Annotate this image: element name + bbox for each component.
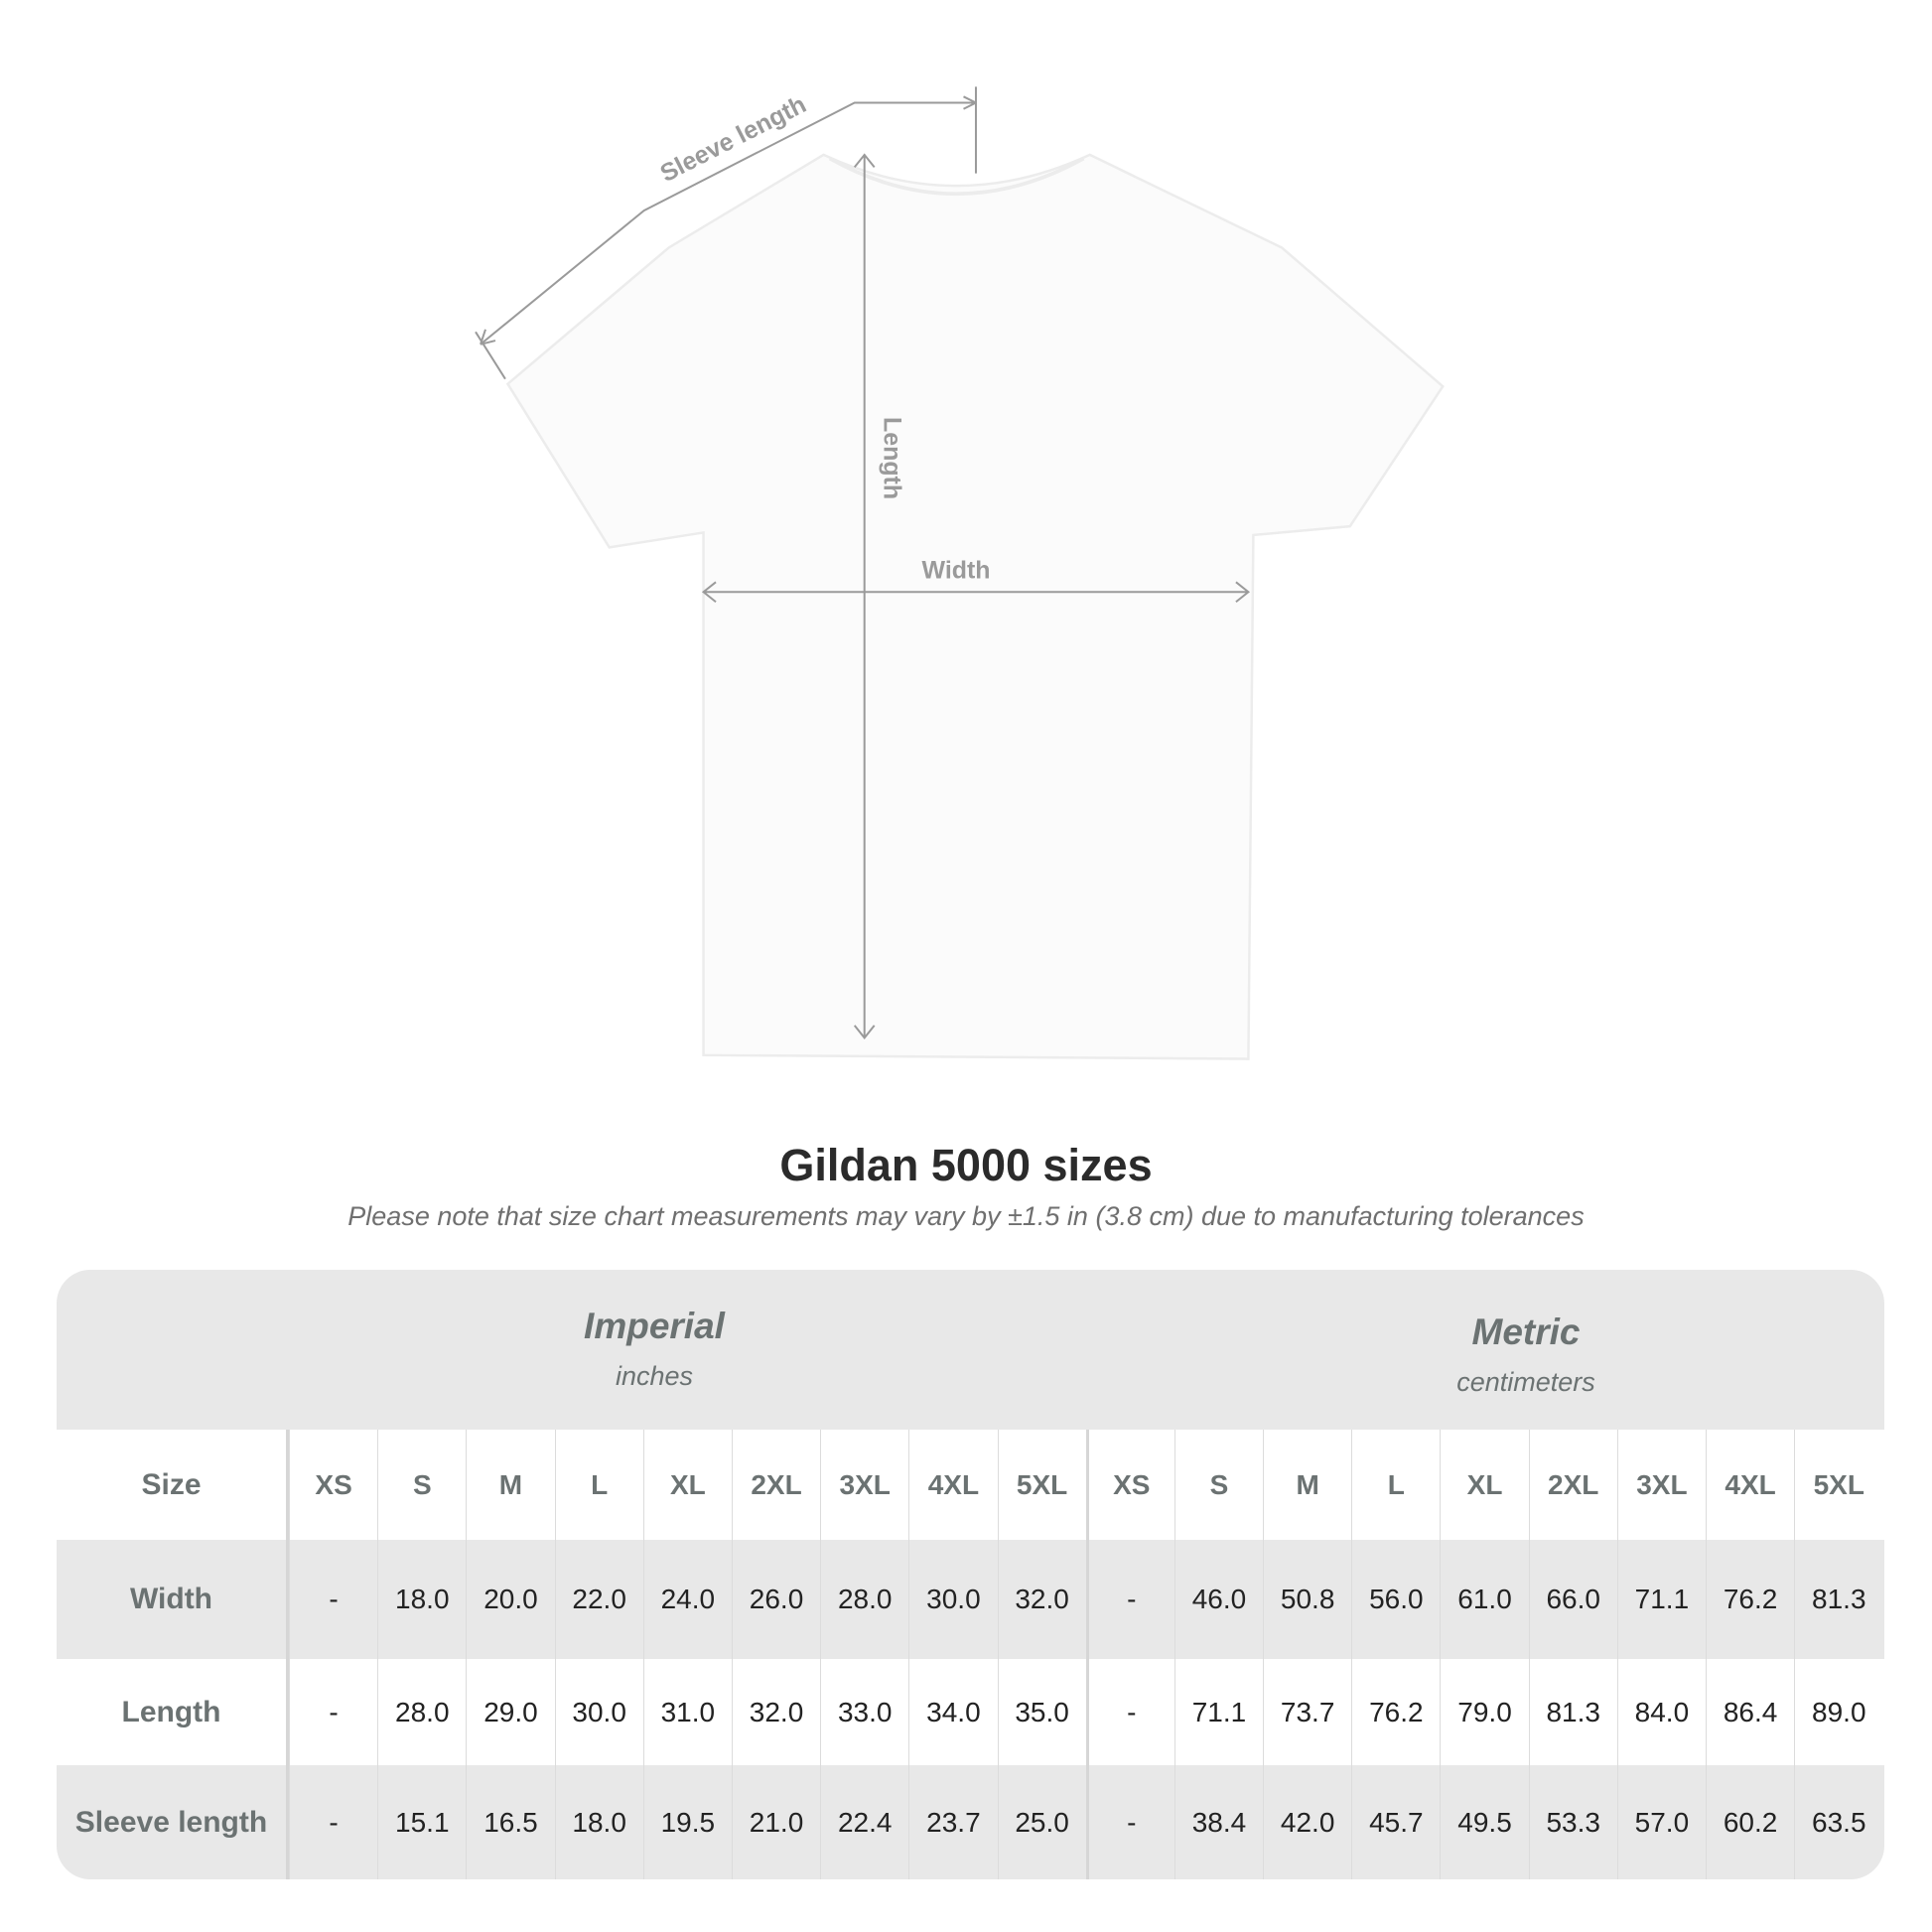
imperial-header: Imperial inches bbox=[307, 1306, 1002, 1392]
width-arrow bbox=[701, 581, 1251, 604]
metric-value-cell: 84.0 bbox=[1616, 1659, 1706, 1765]
imperial-unit: inches bbox=[615, 1361, 694, 1391]
sleeve-length-arrow bbox=[475, 86, 977, 380]
metric-value-cell: 66.0 bbox=[1528, 1540, 1617, 1659]
imperial-size-header: 5XL bbox=[997, 1430, 1086, 1540]
metric-value-cell: 76.2 bbox=[1706, 1540, 1794, 1659]
metric-value-cell: 49.5 bbox=[1440, 1765, 1528, 1879]
imperial-size-header: 3XL bbox=[820, 1430, 908, 1540]
metric-size-header: XS bbox=[1085, 1430, 1174, 1540]
imperial-value-cell: 15.1 bbox=[377, 1765, 466, 1879]
metric-size-header: S bbox=[1173, 1430, 1263, 1540]
metric-value-cell: 57.0 bbox=[1616, 1765, 1706, 1879]
row-label: Sleeve length bbox=[57, 1765, 289, 1879]
tolerance-note: Please note that size chart measurements… bbox=[347, 1201, 1585, 1231]
imperial-size-header: XS bbox=[289, 1430, 377, 1540]
imperial-value-cell: 26.0 bbox=[731, 1540, 820, 1659]
metric-value-cell: 71.1 bbox=[1616, 1540, 1706, 1659]
imperial-value-cell: 30.0 bbox=[908, 1540, 997, 1659]
metric-value-cell: 86.4 bbox=[1706, 1659, 1794, 1765]
page-title: Gildan 5000 sizes bbox=[779, 1140, 1153, 1190]
metric-value-cell: - bbox=[1085, 1540, 1174, 1659]
metric-value-cell: 53.3 bbox=[1528, 1765, 1617, 1879]
imperial-value-cell: 18.0 bbox=[554, 1765, 643, 1879]
unit-header-band: Imperial inches Metric centimeters bbox=[57, 1270, 1884, 1430]
imperial-size-header: L bbox=[554, 1430, 643, 1540]
metric-value-cell: 81.3 bbox=[1794, 1540, 1882, 1659]
imperial-value-cell: 20.0 bbox=[466, 1540, 554, 1659]
metric-title: Metric bbox=[1471, 1311, 1581, 1352]
table-row: Width -18.0 20.0 22.0 24.0 26.0 28.0 30.0 32.0-4… bbox=[57, 1540, 1884, 1659]
metric-unit: centimeters bbox=[1456, 1367, 1595, 1397]
row-label: Length bbox=[57, 1659, 289, 1765]
imperial-value-cell: 33.0 bbox=[820, 1659, 908, 1765]
metric-value-cell: 61.0 bbox=[1440, 1540, 1528, 1659]
metric-value-cell: 73.7 bbox=[1263, 1659, 1351, 1765]
imperial-value-cell: 23.7 bbox=[908, 1765, 997, 1879]
table-row: Length -28.0 29.0 30.0 31.0 32.0 33.0 34.0 35.0-… bbox=[57, 1659, 1884, 1765]
imperial-size-header: 4XL bbox=[908, 1430, 997, 1540]
imperial-size-header: S bbox=[377, 1430, 466, 1540]
width-label: Width bbox=[922, 557, 991, 585]
row-label: Size bbox=[57, 1430, 289, 1540]
metric-size-header: L bbox=[1351, 1430, 1440, 1540]
imperial-value-cell: 25.0 bbox=[997, 1765, 1086, 1879]
imperial-value-cell: 35.0 bbox=[997, 1659, 1086, 1765]
imperial-value-cell: 32.0 bbox=[731, 1659, 820, 1765]
imperial-title: Imperial bbox=[584, 1306, 725, 1346]
imperial-value-cell: 19.5 bbox=[642, 1765, 732, 1879]
imperial-value-cell: 21.0 bbox=[731, 1765, 820, 1879]
metric-size-header: M bbox=[1263, 1430, 1351, 1540]
metric-value-cell: 50.8 bbox=[1263, 1540, 1351, 1659]
metric-value-cell: 45.7 bbox=[1351, 1765, 1440, 1879]
imperial-size-header: M bbox=[466, 1430, 554, 1540]
size-table: Imperial inches Metric centimeters Size X… bbox=[57, 1270, 1884, 1879]
imperial-value-cell: 31.0 bbox=[642, 1659, 732, 1765]
metric-value-cell: 81.3 bbox=[1528, 1659, 1617, 1765]
metric-size-header: 2XL bbox=[1528, 1430, 1617, 1540]
metric-size-header: 4XL bbox=[1706, 1430, 1794, 1540]
metric-value-cell: 56.0 bbox=[1351, 1540, 1440, 1659]
length-arrow bbox=[853, 153, 876, 1039]
metric-value-cell: 79.0 bbox=[1440, 1659, 1528, 1765]
metric-value-cell: 71.1 bbox=[1173, 1659, 1263, 1765]
metric-size-header: 5XL bbox=[1794, 1430, 1882, 1540]
metric-value-cell: 63.5 bbox=[1794, 1765, 1882, 1879]
length-label: Length bbox=[879, 417, 906, 499]
row-label: Width bbox=[57, 1540, 289, 1659]
metric-header: Metric centimeters bbox=[1178, 1311, 1873, 1398]
imperial-value-cell: 24.0 bbox=[642, 1540, 732, 1659]
metric-value-cell: - bbox=[1085, 1765, 1174, 1879]
imperial-value-cell: 28.0 bbox=[377, 1659, 466, 1765]
imperial-value-cell: - bbox=[289, 1765, 377, 1879]
metric-value-cell: 60.2 bbox=[1706, 1765, 1794, 1879]
imperial-value-cell: 28.0 bbox=[820, 1540, 908, 1659]
size-header-row: Size XS S M L XL 2XL 3XL 4XL 5XL XS S M L XL 2XL 3XL 4XL 5… bbox=[57, 1430, 1884, 1540]
metric-value-cell: 42.0 bbox=[1263, 1765, 1351, 1879]
imperial-value-cell: - bbox=[289, 1540, 377, 1659]
imperial-value-cell: 16.5 bbox=[466, 1765, 554, 1879]
metric-value-cell: - bbox=[1085, 1659, 1174, 1765]
imperial-size-header: XL bbox=[642, 1430, 732, 1540]
metric-size-header: 3XL bbox=[1616, 1430, 1706, 1540]
tshirt-neck-seam bbox=[828, 157, 1085, 196]
imperial-size-header: 2XL bbox=[731, 1430, 820, 1540]
tshirt-illustration bbox=[505, 153, 1445, 1060]
metric-value-cell: 46.0 bbox=[1173, 1540, 1263, 1659]
imperial-value-cell: 22.0 bbox=[554, 1540, 643, 1659]
imperial-value-cell: 32.0 bbox=[997, 1540, 1086, 1659]
imperial-value-cell: 30.0 bbox=[554, 1659, 643, 1765]
metric-value-cell: 76.2 bbox=[1351, 1659, 1440, 1765]
imperial-value-cell: 29.0 bbox=[466, 1659, 554, 1765]
sleeve-length-label: Sleeve length bbox=[656, 90, 811, 188]
metric-value-cell: 38.4 bbox=[1173, 1765, 1263, 1879]
imperial-value-cell: 34.0 bbox=[908, 1659, 997, 1765]
metric-size-header: XL bbox=[1440, 1430, 1528, 1540]
imperial-value-cell: - bbox=[289, 1659, 377, 1765]
imperial-value-cell: 18.0 bbox=[377, 1540, 466, 1659]
metric-value-cell: 89.0 bbox=[1794, 1659, 1882, 1765]
imperial-value-cell: 22.4 bbox=[820, 1765, 908, 1879]
table-row: Sleeve length -15.1 16.5 18.0 19.5 21.0 22.4 23… bbox=[57, 1765, 1884, 1879]
